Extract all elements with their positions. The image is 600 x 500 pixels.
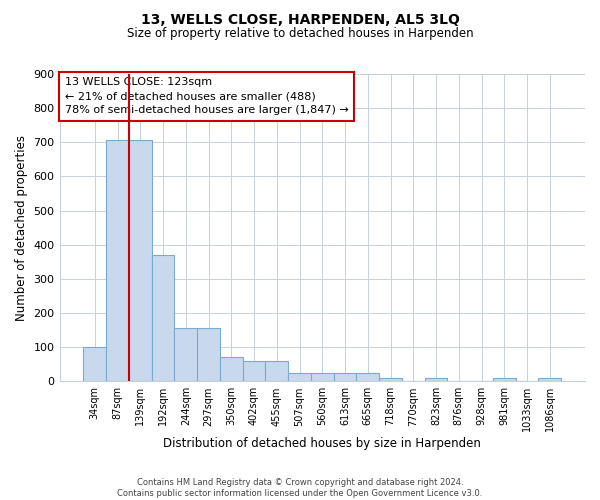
- X-axis label: Distribution of detached houses by size in Harpenden: Distribution of detached houses by size …: [163, 437, 481, 450]
- Bar: [288, 373, 311, 382]
- Bar: [242, 361, 265, 382]
- Bar: [265, 361, 288, 382]
- Y-axis label: Number of detached properties: Number of detached properties: [15, 134, 28, 320]
- Text: Contains HM Land Registry data © Crown copyright and database right 2024.
Contai: Contains HM Land Registry data © Crown c…: [118, 478, 482, 498]
- Bar: [379, 378, 402, 382]
- Text: 13, WELLS CLOSE, HARPENDEN, AL5 3LQ: 13, WELLS CLOSE, HARPENDEN, AL5 3LQ: [140, 12, 460, 26]
- Bar: [106, 140, 129, 382]
- Bar: [356, 373, 379, 382]
- Text: 13 WELLS CLOSE: 123sqm
← 21% of detached houses are smaller (488)
78% of semi-de: 13 WELLS CLOSE: 123sqm ← 21% of detached…: [65, 77, 349, 115]
- Text: Size of property relative to detached houses in Harpenden: Size of property relative to detached ho…: [127, 28, 473, 40]
- Bar: [334, 373, 356, 382]
- Bar: [152, 255, 175, 382]
- Bar: [220, 358, 242, 382]
- Bar: [311, 373, 334, 382]
- Bar: [538, 378, 561, 382]
- Bar: [83, 347, 106, 382]
- Bar: [129, 140, 152, 382]
- Bar: [197, 328, 220, 382]
- Bar: [493, 378, 515, 382]
- Bar: [175, 328, 197, 382]
- Bar: [425, 378, 448, 382]
